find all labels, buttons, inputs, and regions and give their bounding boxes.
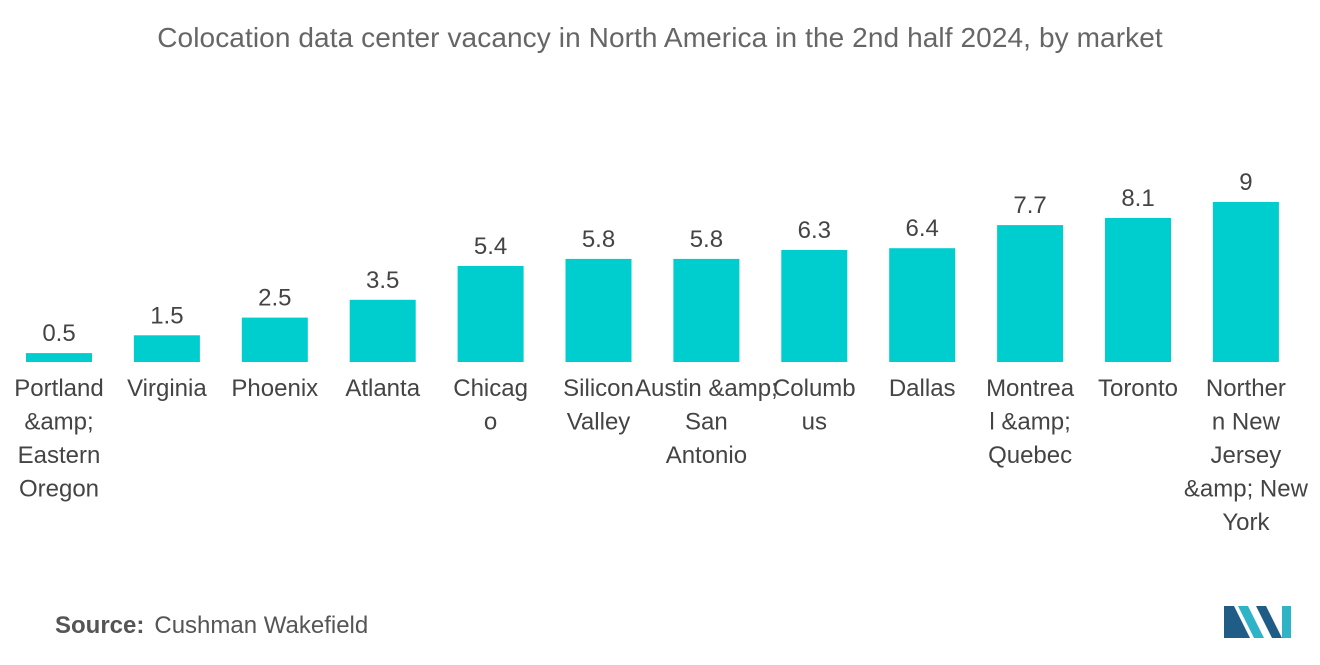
value-label-6: 5.8 xyxy=(690,226,723,253)
category-label-11-line-4: York xyxy=(1222,509,1270,536)
source-label: Source: xyxy=(55,612,145,639)
category-label-0-line-0: Portland xyxy=(14,375,103,402)
category-label-6-line-1: San xyxy=(685,409,728,436)
bar-10 xyxy=(1105,218,1171,362)
logo-left-shape xyxy=(1224,606,1250,638)
category-label-4-line-0: Chicag xyxy=(453,375,528,402)
category-label-0-line-1: &amp; xyxy=(24,409,93,436)
category-label-9: Montrea l &amp; Quebec xyxy=(986,375,1075,469)
value-label-3: 3.5 xyxy=(366,267,399,294)
value-label-2: 2.5 xyxy=(258,285,291,312)
value-labels-group: 0.5 1.5 2.5 3.5 5.4 5.8 5.8 6.3 6.4 7.7 8.1 9 xyxy=(42,169,1252,347)
value-label-11: 9 xyxy=(1239,169,1252,196)
category-label-9-line-2: Quebec xyxy=(988,442,1072,469)
category-label-9-line-1: l &amp; xyxy=(989,409,1070,436)
category-label-3: Atlanta xyxy=(345,375,420,402)
bar-11 xyxy=(1212,202,1279,362)
value-label-7: 6.3 xyxy=(798,217,831,244)
category-label-0-line-2: Eastern xyxy=(18,442,101,469)
value-label-10: 8.1 xyxy=(1121,185,1154,212)
bar-chart: 0.5 1.5 2.5 3.5 5.4 5.8 5.8 6.3 6.4 7.7 8.1 9 Portl… xyxy=(14,169,1308,536)
category-label-2: Phoenix xyxy=(231,375,318,402)
bar-5 xyxy=(565,258,632,362)
category-label-5-line-1: Valley xyxy=(567,409,631,436)
category-label-10-line-0: Toronto xyxy=(1098,375,1178,402)
bar-8 xyxy=(889,248,956,362)
category-label-0-line-3: Oregon xyxy=(19,476,99,503)
bar-9 xyxy=(997,225,1064,362)
category-label-8-line-0: Dallas xyxy=(889,375,956,402)
category-label-7-line-1: us xyxy=(802,409,827,436)
logo-right-shape xyxy=(1256,606,1282,638)
chart-title: Colocation data center vacancy in North … xyxy=(157,22,1163,53)
bar-0 xyxy=(26,353,92,362)
source-text: Cushman Wakefield xyxy=(154,612,369,639)
value-label-1: 1.5 xyxy=(150,302,183,329)
category-label-11-line-2: Jersey xyxy=(1211,442,1282,469)
category-label-9-line-0: Montrea xyxy=(986,375,1075,402)
category-label-11-line-3: &amp; New xyxy=(1184,476,1309,503)
bar-7 xyxy=(781,250,848,362)
category-label-5: Silicon Valley xyxy=(563,375,634,436)
value-label-8: 6.4 xyxy=(906,215,939,242)
mordor-intelligence-logo xyxy=(1224,606,1291,638)
category-label-0: Portland &amp; Eastern Oregon xyxy=(14,375,103,503)
category-label-11: Norther n New Jersey &amp; New York xyxy=(1184,375,1309,536)
value-label-4: 5.4 xyxy=(474,233,507,260)
category-label-5-line-0: Silicon xyxy=(563,375,634,402)
category-label-11-line-0: Norther xyxy=(1206,375,1286,402)
category-label-1-line-0: Virginia xyxy=(127,375,207,402)
category-label-6: Austin &amp; San Antonio xyxy=(635,375,778,469)
category-label-8: Dallas xyxy=(889,375,956,402)
logo-mid-shape xyxy=(1238,606,1264,638)
category-label-6-line-0: Austin &amp; xyxy=(635,375,778,402)
category-label-1: Virginia xyxy=(127,375,207,402)
category-label-3-line-0: Atlanta xyxy=(345,375,420,402)
logo-right-bar xyxy=(1282,606,1291,638)
bar-3 xyxy=(349,299,416,362)
category-label-7-line-0: Columb xyxy=(773,375,856,402)
bar-1 xyxy=(133,335,200,362)
value-label-5: 5.8 xyxy=(582,226,615,253)
bar-2 xyxy=(241,317,308,362)
category-labels-group: Portland &amp; Eastern Oregon Virginia Phoeni… xyxy=(14,375,1308,536)
source-note: Source: Cushman Wakefield xyxy=(55,612,368,640)
category-label-4-line-1: o xyxy=(484,409,497,436)
category-label-4: Chicag o xyxy=(453,375,528,436)
value-label-0: 0.5 xyxy=(42,320,75,347)
bars-group xyxy=(26,202,1279,362)
category-label-2-line-0: Phoenix xyxy=(231,375,318,402)
bar-6 xyxy=(673,258,740,362)
category-label-6-line-2: Antonio xyxy=(666,442,747,469)
bar-4 xyxy=(457,266,524,362)
value-label-9: 7.7 xyxy=(1013,192,1046,219)
category-label-10: Toronto xyxy=(1098,375,1178,402)
category-label-11-line-1: n New xyxy=(1212,409,1281,436)
category-label-7: Columb us xyxy=(773,375,856,436)
